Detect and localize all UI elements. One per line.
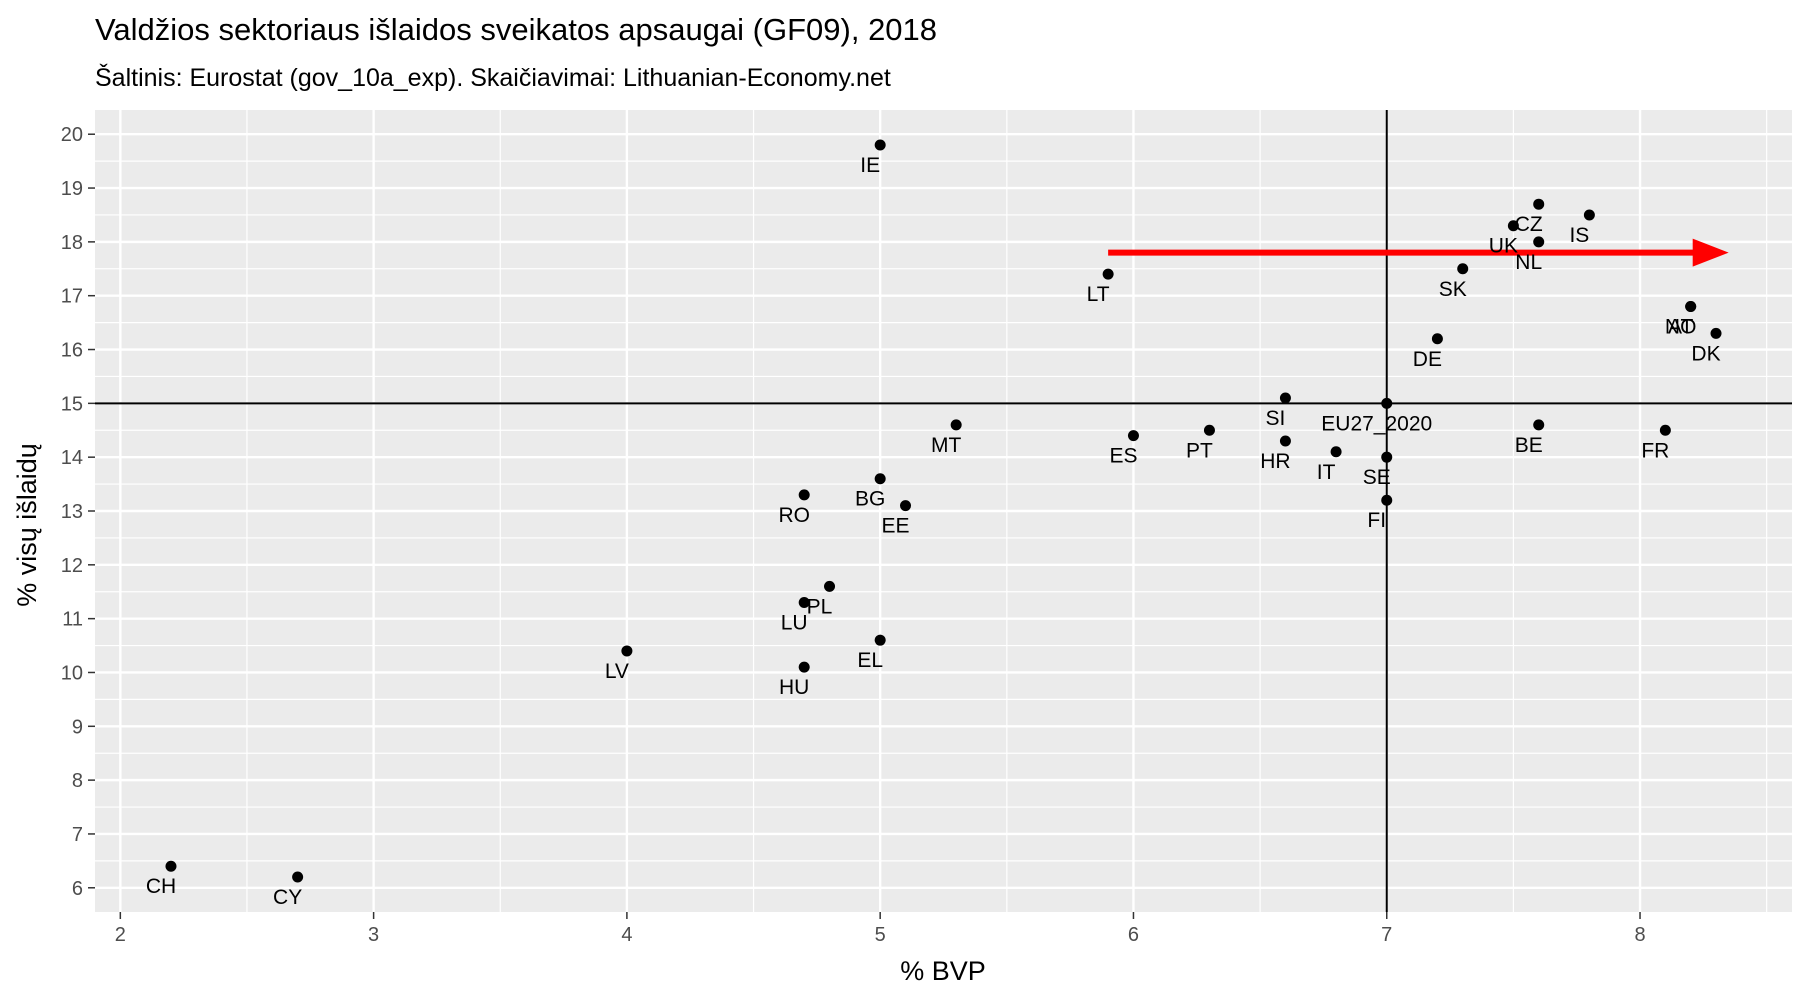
data-point bbox=[1583, 209, 1595, 221]
plot-panel: 2 3 4 5 6 7 8 6 7 8 9 10 11 12 13 14 15 16 17 18 19 20 IE CZ IS U… bbox=[61, 110, 1792, 946]
y-tick-label: 6 bbox=[72, 878, 83, 900]
x-tick-label: 2 bbox=[115, 924, 126, 946]
point-label: IT bbox=[1317, 461, 1336, 484]
point-label: HR bbox=[1260, 450, 1290, 473]
data-point bbox=[798, 661, 810, 673]
data-point bbox=[1381, 494, 1393, 506]
data-point bbox=[950, 419, 962, 431]
x-tick-label: 8 bbox=[1634, 924, 1645, 946]
data-point bbox=[1710, 327, 1722, 339]
y-tick-label: 15 bbox=[61, 393, 83, 415]
point-label: AT bbox=[1668, 315, 1693, 338]
y-tick-label: 10 bbox=[61, 662, 83, 684]
point-label: FI bbox=[1367, 509, 1386, 532]
point-label: IS bbox=[1569, 224, 1589, 247]
y-axis-title: % visų išlaidų bbox=[12, 443, 42, 607]
point-label: SE bbox=[1363, 466, 1391, 489]
y-tick-label: 12 bbox=[61, 555, 83, 577]
data-point bbox=[292, 871, 304, 883]
point-label: CY bbox=[273, 886, 302, 909]
point-label: EU27_2020 bbox=[1321, 412, 1432, 435]
data-point bbox=[874, 473, 886, 485]
point-label: CZ bbox=[1515, 213, 1543, 236]
data-point bbox=[824, 580, 836, 592]
data-point bbox=[1431, 333, 1443, 345]
data-point bbox=[1102, 268, 1114, 280]
y-tick-label: 20 bbox=[61, 124, 83, 146]
data-point bbox=[1279, 392, 1291, 404]
y-tick-label: 18 bbox=[61, 232, 83, 254]
data-point bbox=[1330, 446, 1342, 458]
point-label: ES bbox=[1109, 445, 1137, 468]
y-tick-label: 7 bbox=[72, 824, 83, 846]
point-label: BE bbox=[1515, 434, 1543, 457]
data-point bbox=[1533, 236, 1545, 248]
data-point bbox=[1381, 397, 1393, 409]
y-tick-label: 16 bbox=[61, 340, 83, 362]
point-label: LT bbox=[1087, 283, 1110, 306]
y-tick-label: 13 bbox=[61, 501, 83, 523]
point-label: SI bbox=[1266, 407, 1286, 430]
chart-subtitle: Šaltinis: Eurostat (gov_10a_exp). Skaiči… bbox=[95, 63, 891, 92]
x-tick-label: 5 bbox=[875, 924, 886, 946]
point-label: EL bbox=[857, 649, 883, 672]
point-label: DK bbox=[1691, 342, 1720, 365]
point-label: EE bbox=[881, 515, 909, 538]
data-point bbox=[1457, 263, 1469, 275]
point-label: FR bbox=[1641, 439, 1669, 462]
point-label: BG bbox=[855, 488, 885, 511]
data-point bbox=[900, 500, 912, 512]
data-point bbox=[621, 645, 633, 657]
point-label: NO bbox=[1665, 315, 1697, 338]
data-point bbox=[1533, 198, 1545, 210]
data-point bbox=[874, 139, 886, 151]
data-point bbox=[798, 489, 810, 501]
data-point bbox=[798, 597, 810, 609]
data-point bbox=[1659, 424, 1671, 436]
x-axis-title: % BVP bbox=[900, 956, 986, 986]
point-label: RO bbox=[778, 504, 810, 527]
point-label: UK bbox=[1489, 235, 1518, 258]
arrow-head bbox=[1692, 238, 1729, 267]
data-point bbox=[1507, 220, 1519, 232]
point-label: DE bbox=[1413, 348, 1442, 371]
point-label: CH bbox=[146, 875, 176, 898]
data-point bbox=[1685, 300, 1697, 312]
y-tick-label: 8 bbox=[72, 770, 83, 792]
data-point bbox=[165, 860, 177, 872]
y-tick-label: 11 bbox=[62, 609, 83, 631]
point-label: HU bbox=[779, 676, 809, 699]
chart-title: Valdžios sektoriaus išlaidos sveikatos a… bbox=[95, 12, 937, 47]
point-label: PL bbox=[807, 595, 833, 618]
data-point bbox=[1127, 430, 1139, 442]
x-tick-label: 3 bbox=[368, 924, 379, 946]
x-tick-label: 7 bbox=[1381, 924, 1392, 946]
point-label: MT bbox=[931, 434, 961, 457]
x-tick-label: 4 bbox=[621, 924, 632, 946]
y-tick-label: 14 bbox=[61, 447, 83, 469]
y-tick-label: 17 bbox=[61, 286, 83, 308]
data-point bbox=[1279, 435, 1291, 447]
x-tick-label: 6 bbox=[1128, 924, 1139, 946]
point-label: NL bbox=[1515, 251, 1542, 274]
point-label: PT bbox=[1186, 439, 1213, 462]
point-label: LV bbox=[605, 660, 629, 683]
data-point bbox=[874, 634, 886, 646]
point-label: IE bbox=[860, 154, 880, 177]
y-tick-label: 19 bbox=[61, 178, 83, 200]
data-point bbox=[1203, 424, 1215, 436]
data-point bbox=[1381, 451, 1393, 463]
point-label: SK bbox=[1439, 278, 1467, 301]
point-label: LU bbox=[781, 612, 808, 635]
data-point bbox=[1533, 419, 1545, 431]
y-tick-label: 9 bbox=[72, 716, 83, 738]
